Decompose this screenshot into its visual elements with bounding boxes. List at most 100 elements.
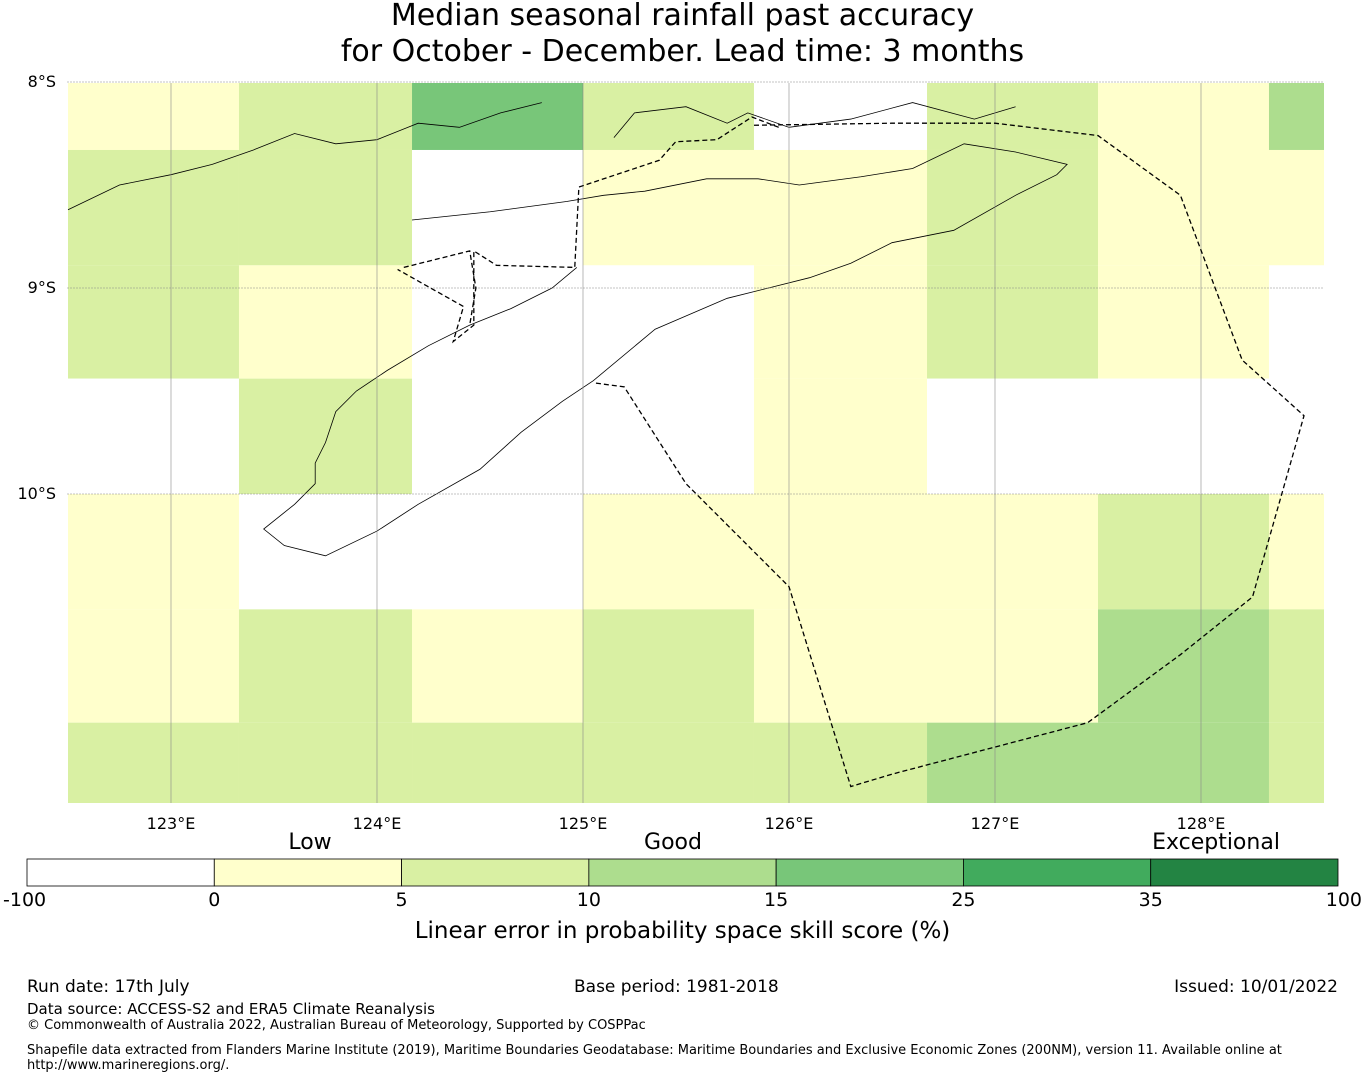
colorbar-segment: [401, 858, 590, 887]
base-period: Base period: 1981-2018: [574, 977, 779, 997]
skill-grid-cell: [1268, 494, 1324, 610]
colorbar-segment: [588, 858, 777, 887]
skill-grid-cell: [583, 83, 754, 150]
colorbar-tick-label: 25: [951, 889, 976, 911]
skill-grid-cell: [68, 83, 239, 150]
skill-grid-cell: [927, 149, 1098, 266]
skill-grid-cell: [583, 609, 754, 723]
coastline-wetar: [613, 102, 1016, 138]
latitude-label: 9°S: [27, 278, 56, 297]
skill-grid-cell: [412, 149, 583, 266]
skill-grid-cell: [1268, 378, 1324, 494]
colorbar-segment: [213, 858, 402, 887]
eez-boundary-east: [593, 122, 1305, 788]
skill-grid-cell: [583, 265, 754, 379]
skill-grid-cell: [1098, 609, 1269, 723]
colorbar-segment: [26, 858, 215, 887]
skill-grid-cell: [1268, 83, 1324, 150]
colorbar-tick-label: 10: [576, 889, 601, 911]
shapefile-credit-line2: http://www.marineregions.org/.: [27, 1058, 230, 1073]
skill-grid-cell: [927, 494, 1098, 610]
eez-boundary-oecusse: [403, 250, 477, 326]
coastlines: [67, 102, 1068, 557]
colorbar: [26, 858, 1339, 887]
coastline-timor: [263, 143, 1068, 557]
skill-grid-cell: [927, 722, 1098, 803]
copyright: © Commonwealth of Australia 2022, Austra…: [27, 1018, 646, 1033]
skill-grid-cell: [412, 609, 583, 723]
colorbar-tick-label: 15: [764, 889, 789, 911]
skill-grid-cell: [583, 722, 754, 803]
skill-grid-cell: [238, 265, 413, 379]
skill-grid-cell: [583, 494, 754, 610]
skill-grid-cell: [238, 722, 413, 803]
eez-boundary-west: [397, 116, 779, 344]
issued-date: Issued: 10/01/2022: [1174, 977, 1338, 997]
data-source: Data source: ACCESS-S2 and ERA5 Climate …: [27, 1000, 435, 1018]
longitude-label: 124°E: [352, 814, 402, 833]
skill-grid-cell: [1268, 149, 1324, 266]
colorbar-segment: [1150, 858, 1339, 887]
skill-grid-cell: [927, 265, 1098, 379]
skill-grid-cell: [583, 378, 754, 494]
colorbar-tick-label: 100: [1325, 889, 1362, 911]
colorbar-tick-label: 35: [1138, 889, 1163, 911]
latitude-label: 8°S: [27, 72, 56, 91]
skill-grid-cell: [1098, 494, 1269, 610]
legend-category-low: Low: [288, 830, 332, 855]
skill-grid-cell: [68, 722, 239, 803]
longitude-label: 128°E: [1176, 814, 1226, 833]
colorbar-title: Linear error in probability space skill …: [414, 918, 951, 944]
skill-grid-cell: [1098, 149, 1269, 266]
skill-grid-cell: [753, 265, 928, 379]
skill-grid-cell: [1098, 722, 1269, 803]
legend-category-good: Good: [644, 830, 702, 855]
colorbar-tick-label: 5: [395, 889, 408, 911]
colorbar-tick-label: -100: [3, 889, 47, 911]
skill-grid-cell: [238, 149, 413, 266]
latitude-label: 10°S: [17, 484, 56, 503]
graticule: [67, 81, 1324, 803]
skill-grid-cell: [238, 609, 413, 723]
skill-grid: [68, 83, 1324, 803]
skill-grid-cell: [927, 609, 1098, 723]
skill-grid-cell: [1268, 722, 1324, 803]
skill-grid-cell: [1098, 265, 1269, 379]
colorbar-segment: [775, 858, 964, 887]
skill-grid-cell: [753, 83, 928, 150]
skill-grid-cell: [753, 149, 928, 266]
colorbar-tick-label: 0: [208, 889, 221, 911]
skill-grid-cell: [412, 494, 583, 610]
skill-grid-cell: [412, 378, 583, 494]
longitude-label: 123°E: [146, 814, 196, 833]
skill-grid-cell: [68, 265, 239, 379]
skill-grid-cell: [583, 149, 754, 266]
skill-grid-cell: [927, 83, 1098, 150]
skill-grid-cell: [753, 722, 928, 803]
skill-grid-cell: [238, 83, 413, 150]
skill-grid-cell: [753, 378, 928, 494]
skill-grid-cell: [412, 265, 583, 379]
longitude-label: 127°E: [970, 814, 1020, 833]
skill-grid-cell: [412, 83, 583, 150]
map-title-line1: Median seasonal rainfall past accuracy: [390, 0, 975, 33]
coastline-flores: [67, 102, 542, 211]
skill-grid-cell: [1268, 609, 1324, 723]
legend-category-exceptional: Exceptional: [1152, 830, 1280, 855]
eez-boundary: [397, 116, 1305, 788]
skill-grid-cell: [1268, 265, 1324, 379]
skill-grid-cell: [68, 378, 239, 494]
longitude-label: 126°E: [764, 814, 814, 833]
skill-grid-cell: [68, 609, 239, 723]
shapefile-credit-line1: Shapefile data extracted from Flanders M…: [27, 1043, 1282, 1058]
colorbar-segment: [963, 858, 1152, 887]
skill-grid-cell: [68, 494, 239, 610]
longitude-label: 125°E: [558, 814, 608, 833]
run-date: Run date: 17th July: [27, 977, 190, 997]
skill-grid-cell: [412, 722, 583, 803]
map-title-line2: for October - December. Lead time: 3 mon…: [340, 34, 1025, 69]
skill-grid-cell: [238, 378, 413, 494]
skill-grid-cell: [753, 609, 928, 723]
skill-grid-cell: [1098, 378, 1269, 494]
